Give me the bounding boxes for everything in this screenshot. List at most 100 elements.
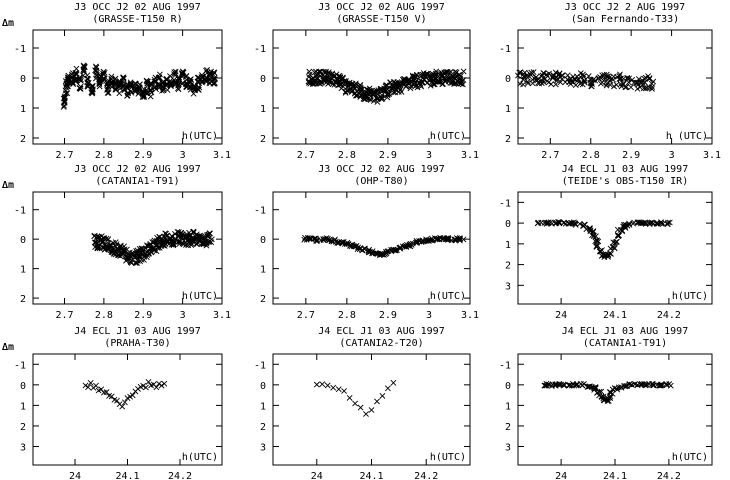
panel-6-xtick-label: 24.1: [603, 310, 627, 321]
panel-3-data-point: [525, 80, 531, 87]
panel-1-data-point: [62, 90, 69, 97]
panel-7-data-point: [85, 384, 92, 391]
panel-5-ytick-label: 2: [260, 294, 266, 305]
panel-7-data-point: [121, 399, 128, 406]
panel-2-data-point: [418, 83, 425, 90]
panel-2-data-point: [358, 86, 365, 93]
panel-6-data-point: [648, 219, 655, 226]
panel-7-data-point: [119, 403, 126, 410]
panel-6-ytick-label: 2: [505, 261, 511, 272]
panel-1-data-point: [100, 68, 107, 75]
panel-7-title: J4 ECL J1 03 AUG 1997: [74, 326, 200, 337]
panel-1-xtick-label: 2.9: [134, 150, 152, 161]
panel-3-frame: [517, 29, 713, 145]
panel-7-ytick-label: 0: [20, 381, 26, 392]
panel-2-xlabel: h(UTC): [430, 131, 466, 142]
panel-4-data-point: [158, 243, 165, 249]
panel-7-data-point: [114, 397, 120, 404]
panel-3-data-point: [555, 71, 562, 78]
panel-3-data-point: [629, 76, 636, 83]
panel-5-data-point: [334, 239, 341, 246]
panel-6-data-point: [561, 219, 568, 226]
panel-1-data-point: [77, 83, 84, 90]
panel-4-data-point: [119, 250, 126, 257]
panel-5-data-point: [457, 236, 464, 243]
panel-7-data-point: [156, 380, 162, 387]
panel-1-data-point: [211, 69, 217, 76]
panel-3-xtick-label: 2.9: [622, 150, 640, 161]
panel-9-title: J4 ECL J1 03 AUG 1997: [562, 326, 688, 337]
panel-4-xtick-label: 2.7: [55, 310, 73, 321]
panel-1-xlabel: h(UTC): [182, 131, 218, 142]
panel-6-data-point: [595, 238, 602, 245]
panel-4-title: J3 OCC J2 02 AUG 1997: [74, 164, 200, 175]
panel-2-xtick-label: 2.7: [297, 150, 315, 161]
panel-4-data-point: [182, 234, 189, 241]
panel-5-xtick-label: 2.9: [379, 310, 397, 321]
panel-5-data-point: [338, 239, 345, 246]
panel-6-data-point: [626, 221, 633, 228]
panel-5-data-point: [445, 234, 452, 241]
panel-3-data-point: [517, 80, 524, 87]
panel-6-data-point: [556, 219, 563, 226]
panel-7-ytick-label: 2: [20, 422, 26, 433]
panel-3-data-point: [610, 76, 617, 83]
panel-3-data-point: [620, 75, 627, 82]
panel-2-data-point: [313, 75, 320, 82]
panel-6-ytick-label: -1: [499, 198, 511, 209]
panel-3-data-point: [580, 73, 587, 80]
panel-4-xtick-label: 3: [180, 310, 186, 321]
panel-5-data-point: [326, 236, 333, 243]
panel-7-data-point: [140, 382, 147, 389]
panel-2-data-point: [371, 90, 378, 97]
panel-6-data-point: [664, 221, 671, 227]
panel-1-data-point: [62, 87, 69, 94]
panel-2-data-point: [373, 95, 379, 102]
panel-3-data-point: [574, 73, 580, 80]
panel-5-xlabel: h(UTC): [430, 291, 466, 302]
panel-7-data-point: [82, 382, 89, 389]
panel-6-data-point: [642, 219, 649, 226]
panel-4-data-point: [138, 256, 145, 263]
panel-3-xtick-label: 2.8: [582, 150, 600, 161]
panel-1-data-point: [196, 84, 203, 91]
panel-6-data-point: [609, 244, 616, 251]
panel-6-data-point: [605, 251, 612, 258]
panel-2-xtick-label: 3: [426, 150, 432, 161]
panel-6-xlabel: h(UTC): [672, 291, 708, 302]
panel-8-ytick-label: 1: [260, 401, 266, 412]
panel-8-ytick-label: 0: [260, 381, 266, 392]
panel-3-data-point: [524, 74, 531, 81]
panel-3-data-point: [544, 78, 551, 85]
panel-9-data-point: [642, 382, 649, 389]
panel-9-data-point: [580, 380, 587, 387]
panel-2-data-point: [352, 82, 359, 89]
panel-1-data-point: [96, 76, 103, 83]
panel-2-data-point: [451, 74, 458, 81]
panel-7-ylabel: Δm: [2, 342, 14, 353]
panel-1-frame: [32, 29, 223, 145]
panel-1-xtick-label: 3: [180, 150, 186, 161]
panel-1-data-point: [77, 85, 84, 92]
panel-6-data-point: [581, 221, 588, 228]
panel-4-xtick-label: 3.1: [213, 310, 231, 321]
panel-2-data-point: [397, 86, 404, 93]
panel-3-data-point: [515, 72, 521, 79]
panel-8-data-point: [324, 382, 331, 389]
panel-1-data-point: [85, 81, 91, 88]
panel-1-data-point: [61, 98, 68, 105]
panel-9-data-point: [598, 388, 605, 395]
panel-9-data-point: [577, 380, 584, 387]
panel-3-data-point: [603, 82, 610, 89]
panel-8-xtick-label: 24: [311, 471, 323, 480]
panel-6-data-point: [587, 228, 594, 235]
panel-1-data-point: [159, 83, 166, 90]
panel-8-data-point: [341, 388, 348, 394]
panel-1-data-point: [212, 80, 218, 86]
panel-2-data-point: [306, 79, 313, 86]
panel-8-data-point: [379, 392, 386, 399]
panel-8-xlabel: h(UTC): [430, 452, 466, 463]
panel-7-data-point: [153, 384, 160, 391]
panel-9-data-point: [561, 382, 567, 389]
panel-1-xtick-label: 3.1: [213, 150, 231, 161]
